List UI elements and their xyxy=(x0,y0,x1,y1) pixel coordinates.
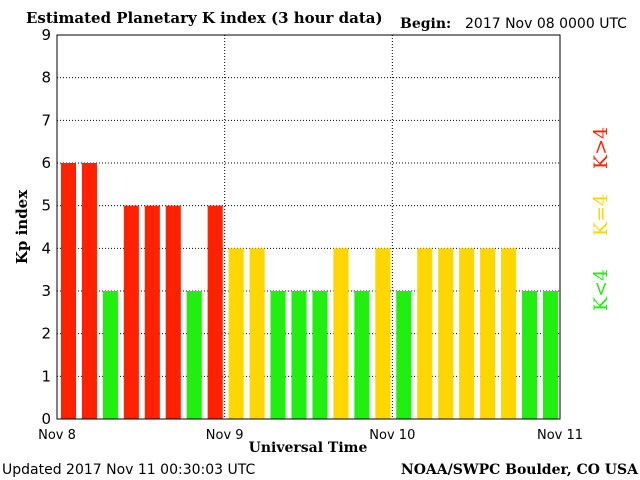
x-tick-label: Nov 10 xyxy=(369,428,415,443)
x-tick-label: Nov 8 xyxy=(38,428,76,443)
updated-timestamp: Updated 2017 Nov 11 00:30:03 UTC xyxy=(2,462,255,478)
y-tick-label: 2 xyxy=(41,325,51,343)
y-tick-label: 9 xyxy=(41,26,51,44)
y-tick-label: 7 xyxy=(41,111,51,129)
kp-bar xyxy=(186,291,202,419)
kp-bar xyxy=(291,291,307,419)
begin-value: 2017 Nov 08 0000 UTC xyxy=(465,16,627,32)
y-tick-label: 5 xyxy=(41,197,51,215)
kp-bar xyxy=(228,248,244,419)
begin-label: Begin: xyxy=(400,16,451,32)
legend-above-4: K>4 xyxy=(590,127,612,169)
kp-bar xyxy=(60,163,77,419)
plot-frame xyxy=(56,34,561,420)
kp-bar xyxy=(123,205,139,419)
kp-bar xyxy=(144,205,160,419)
kp-bar xyxy=(438,248,454,419)
kp-bar xyxy=(396,291,412,419)
credit-text: NOAA/SWPC Boulder, CO USA xyxy=(401,462,639,478)
kp-bar xyxy=(354,291,370,419)
x-axis-label: Universal Time xyxy=(249,440,368,456)
y-tick-labels: 0 1 2 3 4 5 6 7 8 9 xyxy=(41,26,51,428)
y-tick-label: 6 xyxy=(41,154,51,172)
kp-bar xyxy=(417,248,433,419)
kp-bar xyxy=(333,248,349,419)
legend-below-4: K<4 xyxy=(590,269,612,311)
kp-bar xyxy=(270,291,286,419)
y-tick-label: 8 xyxy=(41,69,51,87)
x-tick-label: Nov 9 xyxy=(206,428,244,443)
kp-bar xyxy=(542,291,559,419)
y-axis-label: Kp index xyxy=(13,189,31,264)
kp-bar xyxy=(480,248,496,419)
y-tick-label: 1 xyxy=(41,367,51,385)
kp-bar xyxy=(375,248,391,419)
kp-bar xyxy=(81,163,97,419)
kp-bar xyxy=(207,205,223,419)
x-tick-labels: Nov 8 Nov 9 Nov 10 Nov 11 xyxy=(38,428,583,443)
kp-bar xyxy=(522,291,538,419)
kp-bar xyxy=(102,291,118,419)
grid-layer xyxy=(57,35,560,419)
y-tick-label: 4 xyxy=(41,239,51,257)
x-tick-label: Nov 11 xyxy=(537,428,583,443)
bar-layer xyxy=(60,163,559,419)
y-tick-label: 3 xyxy=(41,282,51,300)
kp-bar xyxy=(312,291,328,419)
kp-bar xyxy=(501,248,517,419)
y-tick-label: 0 xyxy=(41,410,51,428)
kp-bar xyxy=(459,248,475,419)
kp-bar xyxy=(249,248,265,419)
chart-title: Estimated Planetary K index (3 hour data… xyxy=(26,9,383,27)
legend-equal-4: K=4 xyxy=(590,194,612,236)
kp-bar xyxy=(165,205,181,419)
